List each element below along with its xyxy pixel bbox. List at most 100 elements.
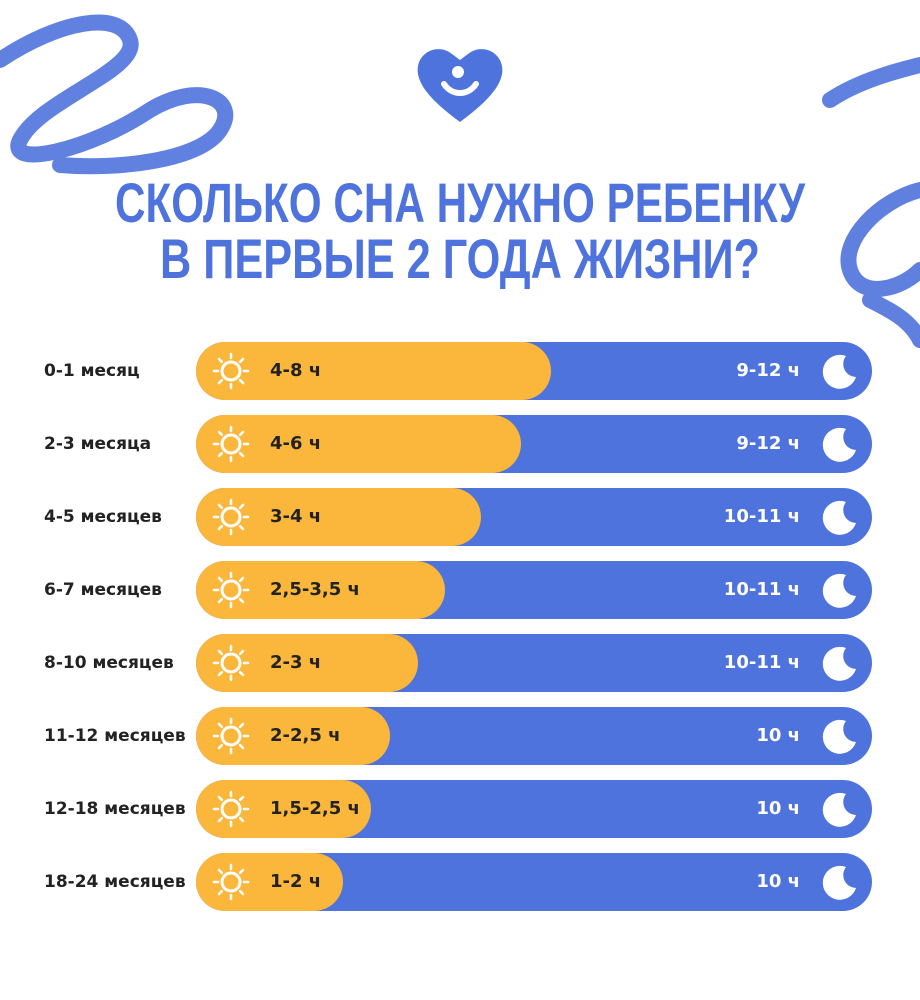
day-value: 3-4 ч	[270, 506, 321, 527]
row: 0-1 месяц 4-8 ч 9-12 ч	[44, 342, 872, 400]
moon-icon	[822, 500, 856, 535]
age-label: 0-1 месяц	[44, 361, 140, 381]
sun-ray	[238, 503, 245, 510]
sun-ray	[238, 816, 245, 823]
moon-icon	[822, 354, 856, 389]
sun-ray	[217, 649, 224, 656]
sun-ray	[217, 524, 224, 531]
sun-icon	[212, 717, 250, 755]
moon-icon	[822, 427, 856, 462]
row: 12-18 месяцев 1,5-2,5 ч 10 ч	[44, 780, 872, 838]
sun-icon	[212, 352, 250, 390]
age-label: 12-18 месяцев	[44, 799, 186, 819]
sun-ray	[238, 743, 245, 750]
row: 2-3 месяца 4-6 ч 9-12 ч	[44, 415, 872, 473]
sun-core	[220, 652, 242, 674]
night-value: 10 ч	[756, 798, 800, 819]
sun-icon	[212, 863, 250, 901]
sun-ray	[217, 378, 224, 385]
day-value: 2-2,5 ч	[270, 725, 341, 746]
sun-ray	[217, 576, 224, 583]
day-bar	[196, 488, 481, 546]
sun-ray	[217, 670, 224, 677]
sun-ray	[238, 649, 245, 656]
sun-ray	[238, 451, 245, 458]
age-label: 2-3 месяца	[44, 434, 151, 454]
sun-icon	[212, 425, 250, 463]
sun-ray	[217, 357, 224, 364]
sun-ray	[217, 722, 224, 729]
sun-ray	[238, 868, 245, 875]
age-label: 8-10 месяцев	[44, 653, 174, 673]
sun-ray	[238, 722, 245, 729]
sun-core	[220, 725, 242, 747]
sun-core	[220, 871, 242, 893]
sun-icon	[212, 571, 250, 609]
day-value: 2,5-3,5 ч	[270, 579, 360, 600]
night-value: 9-12 ч	[736, 433, 800, 454]
sun-core	[220, 360, 242, 382]
sun-ray	[238, 795, 245, 802]
sun-ray	[217, 816, 224, 823]
day-bar	[196, 561, 445, 619]
row: 8-10 месяцев 2-3 ч 10-11 ч	[44, 634, 872, 692]
sun-ray	[238, 357, 245, 364]
title-line: СКОЛЬКО СНА НУЖНО РЕБЕНКУ	[115, 171, 806, 234]
sun-ray	[217, 795, 224, 802]
sun-icon	[212, 644, 250, 682]
day-value: 4-8 ч	[270, 360, 321, 381]
day-value: 1-2 ч	[270, 871, 321, 892]
sun-icon	[212, 790, 250, 828]
row: 18-24 месяцев 1-2 ч 10 ч	[44, 853, 872, 911]
title-line: В ПЕРВЫЕ 2 ГОДА ЖИЗНИ?	[160, 227, 760, 290]
sun-ray	[238, 670, 245, 677]
sun-ray	[217, 889, 224, 896]
moon-icon	[822, 719, 856, 754]
moon-icon	[822, 865, 856, 900]
moon-icon	[822, 792, 856, 827]
sun-ray	[217, 451, 224, 458]
sun-icon	[212, 498, 250, 536]
sun-core	[220, 433, 242, 455]
day-value: 4-6 ч	[270, 433, 321, 454]
night-bar	[196, 853, 872, 911]
sun-ray	[238, 524, 245, 531]
sun-ray	[238, 889, 245, 896]
day-value: 1,5-2,5 ч	[270, 798, 360, 819]
sun-core	[220, 506, 242, 528]
night-value: 10 ч	[756, 725, 800, 746]
sun-core	[220, 798, 242, 820]
day-value: 2-3 ч	[270, 652, 321, 673]
sun-ray	[238, 576, 245, 583]
day-bar	[196, 853, 343, 911]
night-value: 10-11 ч	[724, 652, 800, 673]
day-bar	[196, 342, 551, 400]
age-label: 18-24 месяцев	[44, 872, 186, 892]
night-value: 10 ч	[756, 871, 800, 892]
age-label: 6-7 месяцев	[44, 580, 162, 600]
age-label: 4-5 месяцев	[44, 507, 162, 527]
night-value: 10-11 ч	[724, 579, 800, 600]
decor-scribbles	[0, 14, 920, 348]
day-bar	[196, 780, 371, 838]
sun-ray	[238, 597, 245, 604]
day-bar	[196, 707, 390, 765]
row: 11-12 месяцев 2-2,5 ч 10 ч	[44, 707, 872, 765]
moon-icon	[822, 646, 856, 681]
age-label: 11-12 месяцев	[44, 726, 186, 746]
day-bar	[196, 415, 521, 473]
sun-ray	[238, 378, 245, 385]
sun-core	[220, 579, 242, 601]
moon-icon	[822, 573, 856, 608]
day-bar	[196, 634, 418, 692]
row: 6-7 месяцев 2,5-3,5 ч 10-11 ч	[44, 561, 872, 619]
sun-ray	[217, 597, 224, 604]
night-value: 10-11 ч	[724, 506, 800, 527]
sun-ray	[217, 430, 224, 437]
sun-ray	[238, 430, 245, 437]
logo	[417, 49, 503, 122]
sun-ray	[217, 503, 224, 510]
sun-ray	[217, 743, 224, 750]
rows: 0-1 месяц 4-8 ч 9-12 ч 2-3 месяца 4-6 ч 9-12 …	[44, 342, 872, 911]
sun-ray	[217, 868, 224, 875]
